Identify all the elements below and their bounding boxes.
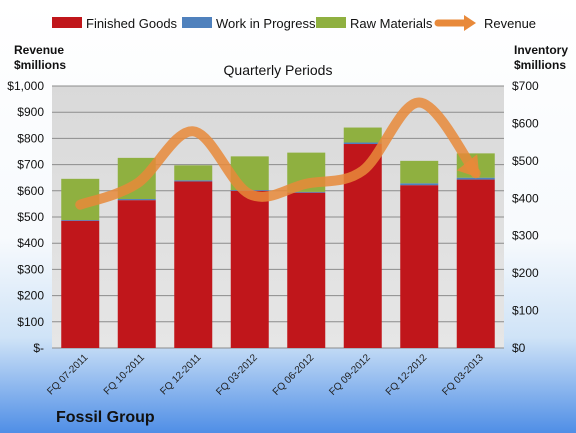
- left-tick-label: $100: [17, 315, 44, 329]
- bar-finished-goods: [456, 179, 495, 348]
- left-tick-label: $400: [17, 236, 44, 250]
- right-tick-label: $600: [512, 116, 539, 130]
- bar-work-in-progress: [61, 219, 100, 221]
- right-tick-label: $0: [512, 341, 526, 355]
- right-tick-label: $400: [512, 191, 539, 205]
- left-tick-label: $-: [33, 341, 44, 355]
- right-tick-label: $700: [512, 79, 539, 93]
- left-axis: $- $100 $200 $300 $400 $500 $600 $700 $800 $900 $1…: [7, 79, 44, 355]
- left-tick-label: $200: [17, 289, 44, 303]
- category-label: FQ 12-2012: [384, 352, 430, 398]
- chart-subtitle: Quarterly Periods: [224, 62, 333, 78]
- legend-label: Revenue: [484, 16, 536, 31]
- category-label: FQ 03-2013: [440, 352, 486, 398]
- bar-raw-materials: [343, 127, 382, 143]
- bar-work-in-progress: [343, 142, 382, 145]
- legend-swatch-raw-materials: [316, 17, 346, 28]
- right-axis-title-line-2: $millions: [514, 58, 566, 72]
- category-label: FQ 03-2012: [214, 352, 260, 398]
- legend-swatch-work-in-progress: [182, 17, 212, 28]
- bar-finished-goods: [230, 190, 269, 348]
- right-tick-label: $300: [512, 229, 539, 243]
- left-tick-label: $500: [17, 210, 44, 224]
- revenue-line-layer: [75, 97, 481, 210]
- bar-finished-goods: [174, 181, 213, 348]
- bar-work-in-progress: [174, 180, 213, 182]
- left-tick-label: $700: [17, 158, 44, 172]
- category-label: FQ 07-2011: [45, 352, 90, 397]
- right-tick-label: $200: [512, 266, 539, 280]
- bar-work-in-progress: [287, 191, 326, 193]
- bars: [61, 127, 495, 348]
- bar-finished-goods: [117, 200, 156, 348]
- bar-finished-goods: [400, 185, 439, 348]
- legend-arrow-revenue: [464, 15, 476, 31]
- right-tick-label: $100: [512, 304, 539, 318]
- bar-work-in-progress: [456, 177, 495, 180]
- category-label: FQ 06-2012: [271, 352, 317, 398]
- left-tick-label: $300: [17, 262, 44, 276]
- category-label: FQ 09-2012: [327, 352, 373, 398]
- revenue-arrowhead: [456, 154, 480, 178]
- bar-work-in-progress: [400, 183, 439, 186]
- left-tick-label: $800: [17, 131, 44, 145]
- left-tick-label: $600: [17, 184, 44, 198]
- legend-label: Work in Progress: [216, 16, 316, 31]
- bar-raw-materials: [400, 160, 439, 184]
- revenue-line: [75, 97, 481, 210]
- left-tick-label: $1,000: [7, 79, 44, 93]
- bar-finished-goods: [287, 192, 326, 348]
- legend-label: Finished Goods: [86, 16, 178, 31]
- bar-finished-goods: [61, 220, 100, 348]
- category-label: FQ 10-2011: [102, 352, 147, 397]
- legend-label: Raw Materials: [350, 16, 433, 31]
- left-tick-label: $900: [17, 105, 44, 119]
- left-axis-title-line-1: Revenue: [14, 43, 64, 57]
- x-axis: FQ 07-2011 FQ 10-2011 FQ 12-2011 FQ 03-2012…: [45, 352, 486, 398]
- legend: Finished Goods Work in Progress Raw Materi…: [52, 15, 536, 31]
- right-axis-title-line-1: Inventory: [514, 43, 568, 57]
- left-axis-title-line-2: $millions: [14, 58, 66, 72]
- legend-swatch-finished-goods: [52, 17, 82, 28]
- right-tick-label: $500: [512, 154, 539, 168]
- bar-work-in-progress: [117, 199, 156, 201]
- category-label: FQ 12-2011: [158, 352, 203, 397]
- company-name: Fossil Group: [56, 409, 155, 426]
- right-axis: $0 $100 $200 $300 $400 $500 $600 $700: [512, 79, 539, 355]
- bar-raw-materials: [174, 165, 213, 181]
